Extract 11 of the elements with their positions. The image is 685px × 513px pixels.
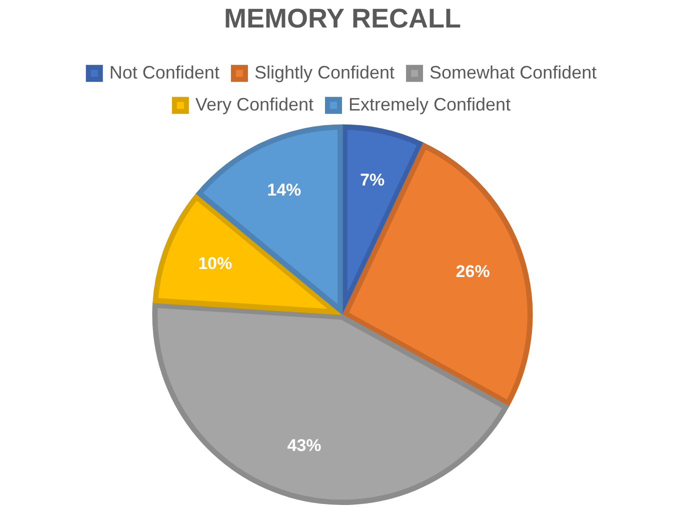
legend-label: Extremely Confident <box>348 94 511 114</box>
legend-label: Very Confident <box>195 94 314 114</box>
data-label: 43% <box>287 436 322 455</box>
legend-label: Somewhat Confident <box>430 62 597 82</box>
legend-label: Slightly Confident <box>254 62 395 82</box>
data-label: 14% <box>267 180 302 200</box>
chart-title: MEMORY RECALL <box>224 4 462 34</box>
data-label: 10% <box>198 254 232 273</box>
legend-label: Not Confident <box>109 62 220 82</box>
data-label: 7% <box>360 170 385 190</box>
data-label: 26% <box>456 262 490 282</box>
